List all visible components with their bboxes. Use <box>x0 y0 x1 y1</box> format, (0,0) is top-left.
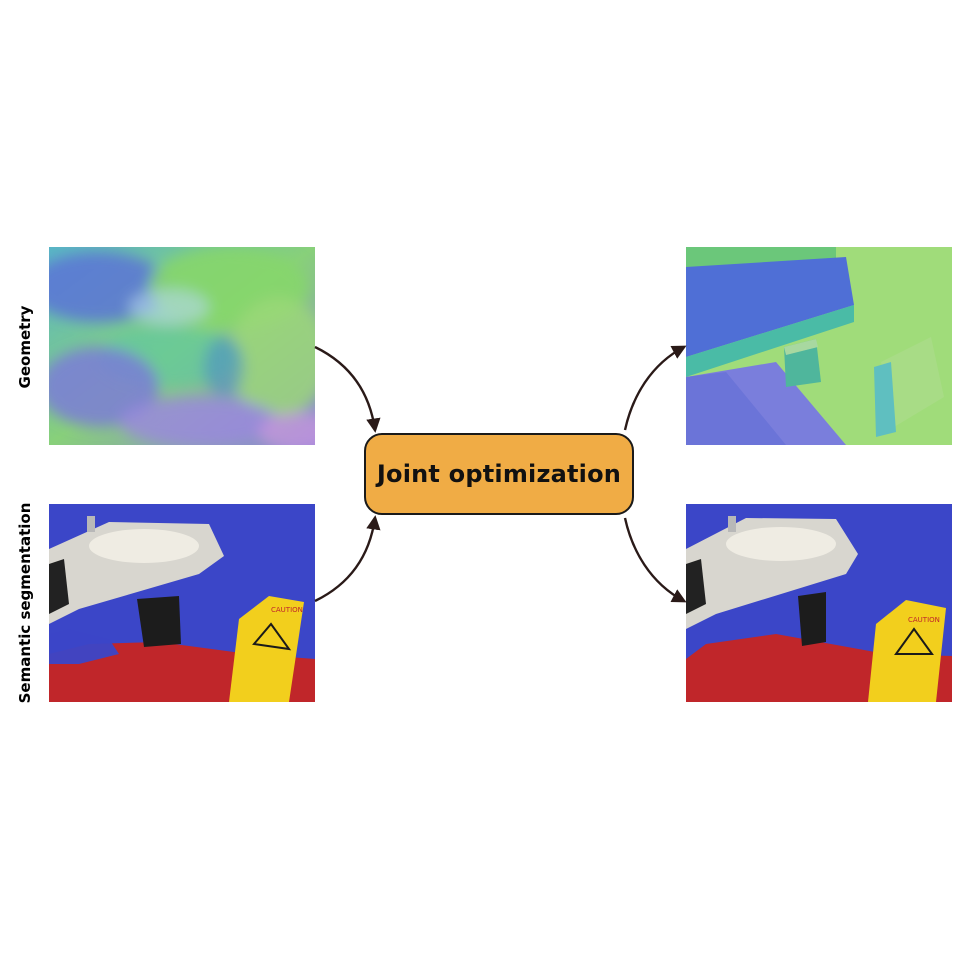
arrow-geometry-to-center <box>314 345 381 433</box>
output-segmentation-image: CAUTION <box>686 504 952 702</box>
output-geometry-image <box>686 247 952 445</box>
joint-optimization-label: Joint optimization <box>376 460 622 488</box>
input-segmentation-image: CAUTION <box>49 504 315 702</box>
input-geometry-image <box>49 247 315 445</box>
joint-optimization-box: Joint optimization <box>364 433 634 515</box>
svg-text:CAUTION: CAUTION <box>271 606 303 614</box>
arrow-center-to-geometry <box>623 345 687 431</box>
geometry-row-label: Geometry <box>16 305 34 389</box>
arrow-center-to-semantic <box>623 517 687 603</box>
arrow-semantic-to-center <box>314 515 381 603</box>
svg-text:CAUTION: CAUTION <box>908 616 940 624</box>
semantic-row-label: Semantic segmentation <box>16 502 34 704</box>
